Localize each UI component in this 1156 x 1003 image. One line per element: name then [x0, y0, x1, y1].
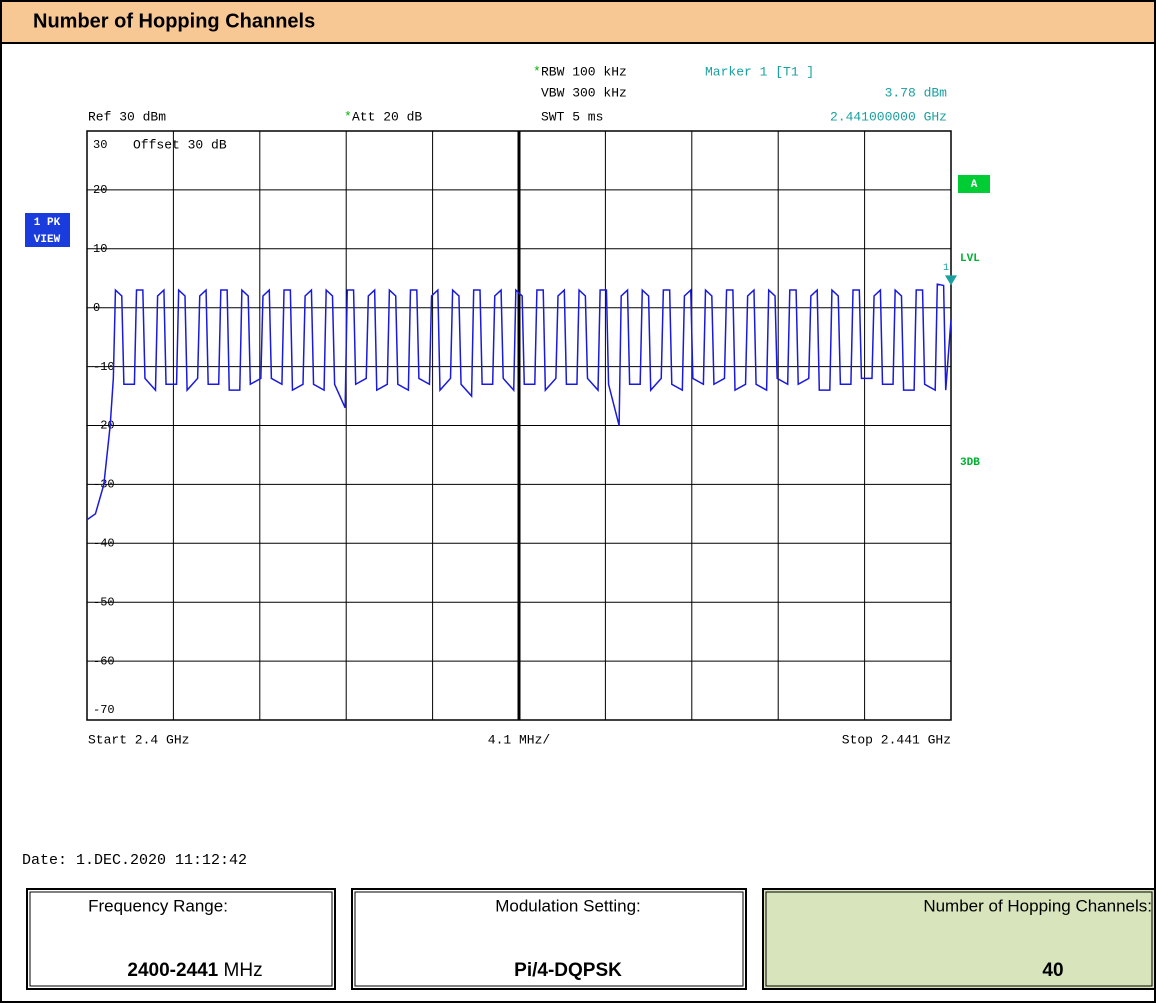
- side-3db: 3DB: [960, 457, 980, 469]
- range-text: 2400-2441 MHz: [127, 960, 262, 981]
- box-inner: [354, 891, 744, 987]
- span: 4.1 MHz/: [488, 732, 551, 747]
- box-inner: [29, 891, 333, 987]
- date: Date: 1.DEC.2020 11:12:42: [22, 852, 247, 869]
- channels-label: Number of Hopping Channels:: [923, 896, 1152, 915]
- channels-value: 40: [1042, 960, 1063, 981]
- rbw-star: *: [533, 64, 541, 79]
- page-title: Number of Hopping Channels: [33, 10, 315, 32]
- y-tick-label: -40: [93, 536, 115, 550]
- range-value: 2400-2441: [127, 960, 218, 981]
- y-tick-label: 20: [93, 183, 107, 197]
- range-label: Frequency Range:: [88, 896, 228, 915]
- footer: Frequency Range: 2400-2441 MHz Modulatio…: [26, 888, 1156, 990]
- side-badge: [958, 175, 990, 193]
- marker-value: 3.78 dBm: [885, 85, 948, 100]
- ref: Ref 30 dBm: [88, 109, 166, 124]
- mod-label: Modulation Setting:: [495, 896, 641, 915]
- y-tick-label: -50: [93, 595, 115, 609]
- y-tick-label: -70: [93, 703, 115, 717]
- trace-label: VIEW: [34, 234, 61, 246]
- trace-label: 1 PK: [34, 217, 61, 229]
- y-tick-label: -20: [93, 419, 115, 433]
- box-inner: [765, 891, 1153, 987]
- att: Att 20 dB: [352, 109, 422, 124]
- swt: SWT 5 ms: [541, 109, 603, 124]
- vbw: VBW 300 kHz: [541, 85, 627, 100]
- y-tick-label: 0: [93, 301, 100, 315]
- mod-value: Pi/4-DQPSK: [514, 960, 622, 981]
- marker-frequency: 2.441000000 GHz: [830, 109, 947, 124]
- trace: [86, 283, 952, 521]
- trace-badge: [25, 213, 70, 247]
- rbw: RBW 100 kHz: [541, 64, 627, 79]
- offset: Offset 30 dB: [133, 137, 227, 152]
- title-bar: [0, 0, 1156, 44]
- y-tick-label: -10: [93, 360, 115, 374]
- box: [762, 888, 1156, 990]
- start: Start 2.4 GHz: [88, 732, 189, 747]
- y-tick-label: -60: [93, 654, 115, 668]
- stop: Stop 2.441 GHz: [842, 732, 951, 747]
- marker: [945, 275, 957, 286]
- range-unit: MHz: [224, 960, 263, 981]
- side-lvl: LVL: [960, 253, 980, 265]
- box: [26, 888, 336, 990]
- side-a: A: [971, 179, 978, 191]
- att-star: *: [344, 109, 352, 124]
- marker-number: 1: [943, 263, 949, 274]
- y-tick-label: 30: [93, 138, 107, 152]
- marker-name: Marker 1 [T1 ]: [705, 64, 814, 79]
- box: [351, 888, 747, 990]
- y-tick-label: 10: [93, 242, 107, 256]
